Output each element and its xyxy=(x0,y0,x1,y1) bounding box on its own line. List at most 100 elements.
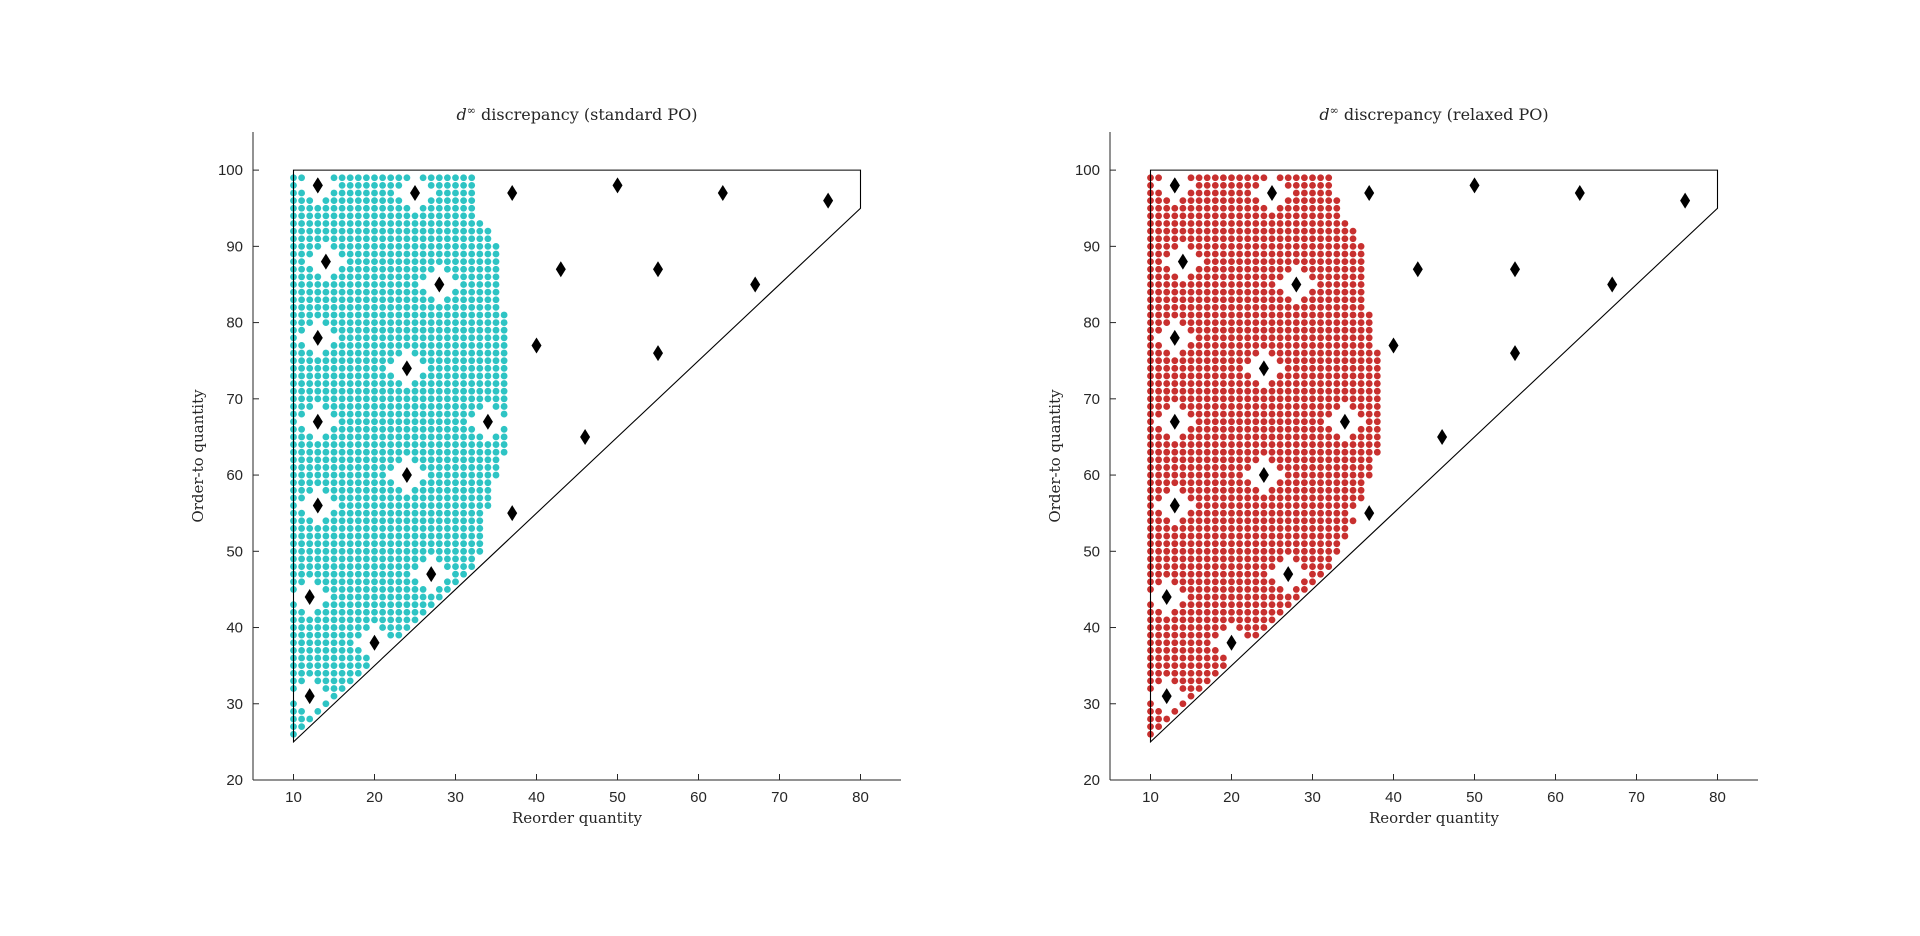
discrepancy-dot xyxy=(500,349,508,357)
discrepancy-dot xyxy=(1252,601,1260,609)
discrepancy-dot xyxy=(371,608,378,616)
discrepancy-dot xyxy=(354,669,362,677)
discrepancy-dot xyxy=(1195,395,1203,403)
discrepancy-dot xyxy=(1325,425,1333,433)
discrepancy-dot xyxy=(298,410,305,418)
discrepancy-dot xyxy=(1349,387,1357,395)
discrepancy-dot xyxy=(1163,517,1171,525)
discrepancy-dot xyxy=(1276,342,1284,349)
discrepancy-dot xyxy=(1260,303,1268,311)
discrepancy-dot xyxy=(1284,296,1292,304)
discrepancy-dot xyxy=(1220,242,1227,250)
discrepancy-dot xyxy=(476,471,484,479)
discrepancy-dot xyxy=(338,555,346,563)
discrepancy-dot xyxy=(1228,395,1235,403)
discrepancy-dot xyxy=(387,631,395,639)
discrepancy-dot xyxy=(452,220,459,227)
discrepancy-dot xyxy=(444,586,451,593)
discrepancy-dot xyxy=(476,387,484,395)
discrepancy-dot xyxy=(1268,281,1276,288)
discrepancy-dot xyxy=(354,250,362,258)
discrepancy-dot xyxy=(1357,273,1365,281)
discrepancy-dot xyxy=(468,494,476,502)
discrepancy-dot xyxy=(1236,326,1243,334)
discrepancy-dot xyxy=(379,288,386,296)
discrepancy-dot xyxy=(1357,372,1365,380)
discrepancy-dot xyxy=(306,624,314,631)
discrepancy-dot xyxy=(1220,601,1227,609)
discrepancy-dot xyxy=(460,486,467,494)
discrepancy-dot xyxy=(1276,303,1284,311)
y-tick-label: 30 xyxy=(1083,696,1100,713)
discrepancy-dot xyxy=(484,486,492,494)
discrepancy-dot xyxy=(1195,380,1203,387)
discrepancy-dot xyxy=(1220,547,1227,555)
discrepancy-dot xyxy=(387,578,395,586)
discrepancy-dot xyxy=(1203,502,1211,509)
discrepancy-dot xyxy=(452,326,459,334)
discrepancy-dot xyxy=(338,220,346,227)
discrepancy-dot xyxy=(411,242,419,250)
discrepancy-dot xyxy=(298,395,305,403)
discrepancy-dot xyxy=(298,532,305,540)
discrepancy-dot xyxy=(346,319,354,326)
discrepancy-dot xyxy=(435,418,443,426)
discrepancy-dot xyxy=(387,547,395,555)
discrepancy-dot xyxy=(435,410,443,418)
discrepancy-dot xyxy=(1187,479,1195,487)
discrepancy-dot xyxy=(298,349,305,357)
discrepancy-dot xyxy=(1195,410,1203,418)
discrepancy-dot xyxy=(346,281,354,288)
discrepancy-dot xyxy=(363,380,370,387)
discrepancy-dot xyxy=(1211,349,1219,357)
discrepancy-dot xyxy=(1195,532,1203,540)
discrepancy-dot xyxy=(500,364,508,372)
discrepancy-dot xyxy=(1203,494,1211,502)
discrepancy-dot xyxy=(338,563,346,570)
discrepancy-dot xyxy=(1211,364,1219,372)
discrepancy-dot xyxy=(411,334,419,342)
diamond-marker xyxy=(1510,345,1520,362)
discrepancy-dot xyxy=(419,242,427,250)
discrepancy-dot xyxy=(476,395,484,403)
discrepancy-dot xyxy=(1211,532,1219,540)
discrepancy-dot xyxy=(330,563,338,570)
discrepancy-dot xyxy=(395,235,403,243)
diamond-marker xyxy=(1169,329,1180,346)
discrepancy-dot xyxy=(1357,364,1365,372)
discrepancy-dot xyxy=(1195,471,1203,479)
discrepancy-dot xyxy=(1317,509,1324,517)
discrepancy-dot xyxy=(476,494,484,502)
discrepancy-dot xyxy=(338,410,346,418)
discrepancy-dot xyxy=(1211,540,1219,548)
discrepancy-dot xyxy=(363,654,370,662)
discrepancy-dot xyxy=(306,403,314,410)
discrepancy-dot xyxy=(354,525,362,532)
discrepancy-dot xyxy=(338,677,346,685)
discrepancy-dot xyxy=(1268,448,1276,456)
discrepancy-dot xyxy=(1301,555,1308,563)
discrepancy-dot xyxy=(306,311,314,319)
discrepancy-dot xyxy=(476,303,484,311)
discrepancy-dot xyxy=(330,189,338,197)
discrepancy-dot xyxy=(1171,639,1179,647)
discrepancy-dot xyxy=(306,288,314,296)
discrepancy-dot xyxy=(492,334,500,342)
discrepancy-dot xyxy=(1292,403,1300,410)
discrepancy-dot xyxy=(1163,311,1171,319)
discrepancy-dot xyxy=(1252,303,1260,311)
discrepancy-dot xyxy=(1203,586,1211,593)
discrepancy-dot xyxy=(484,235,492,243)
discrepancy-dot xyxy=(322,448,330,456)
discrepancy-dot xyxy=(452,464,459,471)
discrepancy-dot xyxy=(1203,448,1211,456)
discrepancy-dot xyxy=(314,242,322,250)
discrepancy-dot xyxy=(1211,662,1219,670)
discrepancy-dot xyxy=(1211,212,1219,220)
discrepancy-dot xyxy=(1268,486,1276,494)
discrepancy-dot xyxy=(460,517,467,525)
discrepancy-dot xyxy=(1187,349,1195,357)
discrepancy-dot xyxy=(1317,525,1324,532)
discrepancy-dot xyxy=(484,273,492,281)
discrepancy-dot xyxy=(1284,410,1292,418)
